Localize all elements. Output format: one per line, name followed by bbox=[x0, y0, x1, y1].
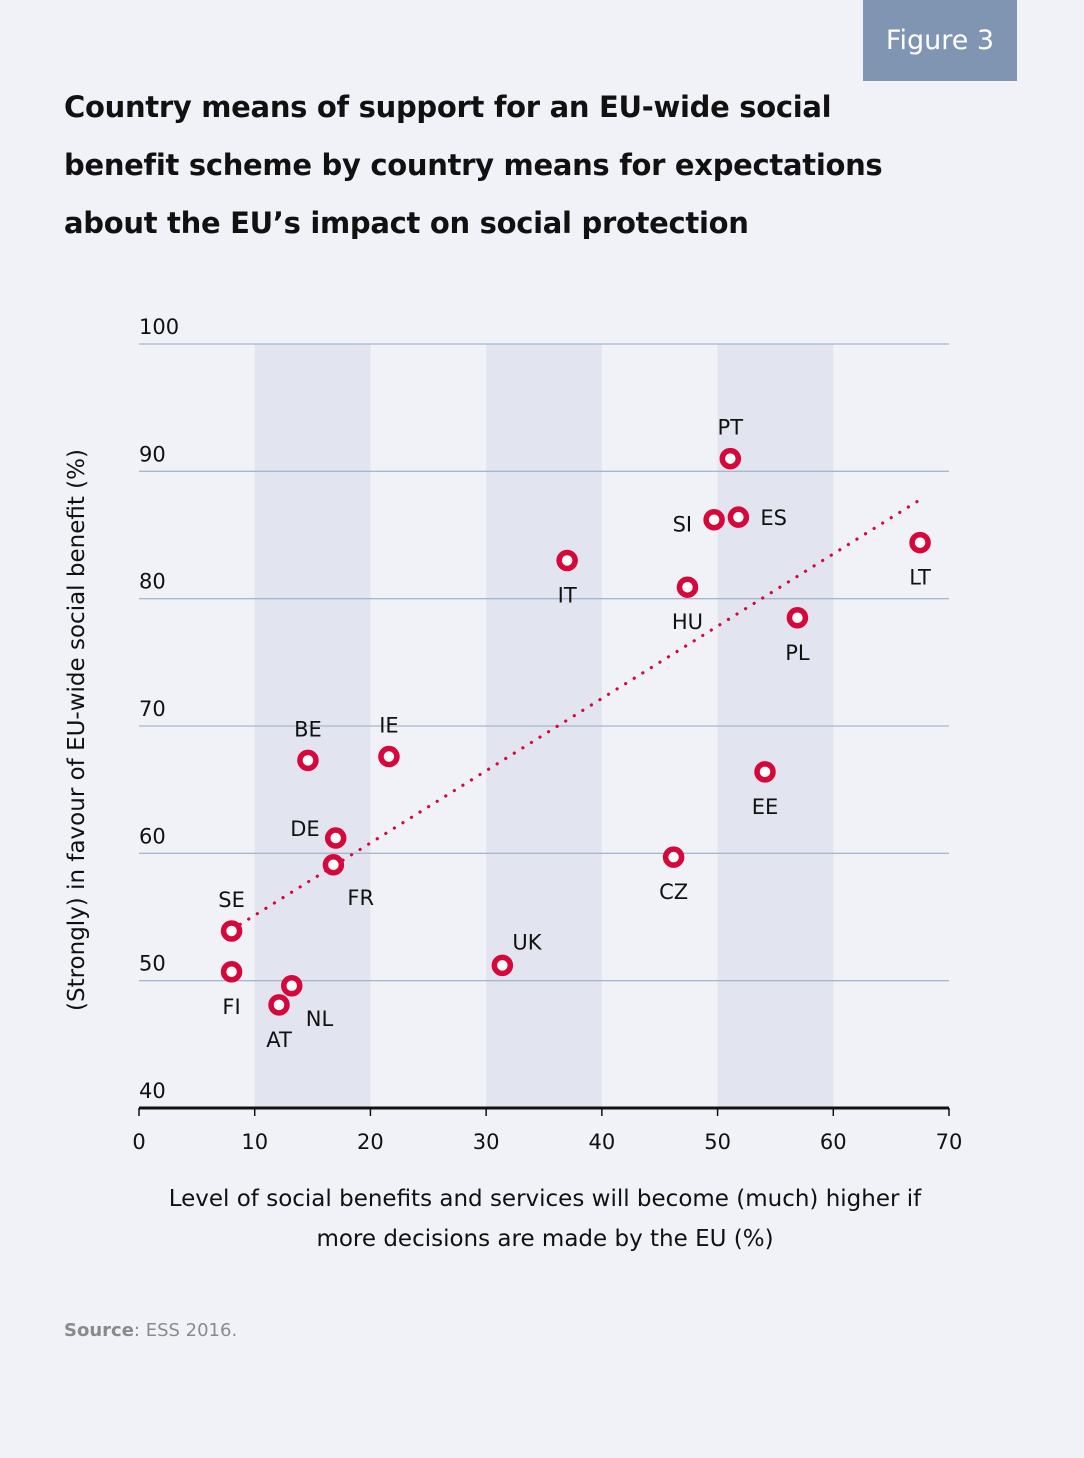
data-point-se bbox=[220, 920, 243, 942]
y-tick-label: 70 bbox=[139, 697, 166, 721]
data-point-fi bbox=[220, 961, 243, 983]
point-label-nl: NL bbox=[306, 1007, 334, 1031]
data-point-de bbox=[324, 827, 347, 849]
point-label-it: IT bbox=[558, 583, 577, 607]
data-point-ee bbox=[754, 761, 776, 783]
chart-title-line: benefit scheme by country means for expe… bbox=[64, 148, 883, 182]
y-tick-label: 100 bbox=[139, 315, 179, 339]
point-labels: PT SI ES LT IT HU PL IE BE EE DE FR CZ SE FI UK NL AT bbox=[218, 416, 931, 1052]
data-point-lt bbox=[909, 531, 931, 554]
chart-title: Country means of support for an EU-wide … bbox=[64, 78, 884, 252]
y-tick-label: 80 bbox=[139, 570, 166, 594]
source-label: Source bbox=[64, 1320, 134, 1341]
x-axis-label-line: Level of social benefits and services wi… bbox=[169, 1186, 922, 1212]
y-axis-label: (Strongly) in favour of EU-wide social b… bbox=[64, 449, 90, 1011]
data-point-es bbox=[727, 506, 750, 528]
x-tick-label: 20 bbox=[357, 1130, 384, 1154]
y-tick-label: 90 bbox=[139, 442, 166, 466]
source-text: : ESS 2016. bbox=[133, 1320, 238, 1341]
point-label-es: ES bbox=[760, 506, 787, 530]
point-label-se: SE bbox=[218, 888, 245, 912]
data-point-cz bbox=[662, 846, 685, 868]
figure-badge: Figure 3 bbox=[863, 0, 1017, 81]
figure-badge-label: Figure 3 bbox=[885, 25, 995, 56]
x-tick-label: 10 bbox=[241, 1130, 268, 1154]
point-label-at: AT bbox=[266, 1028, 292, 1052]
data-point-hu bbox=[676, 576, 699, 598]
point-label-be: BE bbox=[294, 717, 322, 741]
point-label-si: SI bbox=[673, 513, 693, 537]
y-tick-label: 50 bbox=[139, 952, 166, 976]
point-label-ie: IE bbox=[379, 714, 398, 738]
x-tick-label: 60 bbox=[820, 1130, 847, 1154]
point-label-de: DE bbox=[290, 817, 319, 841]
point-label-hu: HU bbox=[672, 610, 703, 634]
data-point-nl bbox=[280, 975, 303, 997]
x-tick-label: 0 bbox=[132, 1130, 145, 1154]
y-tick-label: 40 bbox=[139, 1079, 166, 1103]
gridlines bbox=[139, 343, 949, 982]
data-points bbox=[220, 447, 931, 1016]
point-label-uk: UK bbox=[512, 930, 542, 954]
y-tick-labels: 40 50 60 70 80 90 100 bbox=[139, 315, 179, 1103]
chart-title-line: Country means of support for an EU-wide … bbox=[64, 90, 832, 124]
point-label-pl: PL bbox=[785, 641, 810, 665]
point-label-fr: FR bbox=[347, 886, 374, 910]
data-point-ie bbox=[378, 745, 400, 768]
data-point-pt bbox=[719, 447, 742, 470]
x-tick-label: 50 bbox=[704, 1130, 731, 1154]
data-point-be bbox=[297, 749, 319, 772]
x-axis-label-line: more decisions are made by the EU (%) bbox=[316, 1226, 773, 1252]
y-tick-label: 60 bbox=[139, 824, 166, 848]
x-axis: 0 10 20 30 40 50 60 70 bbox=[132, 1106, 963, 1154]
point-label-pt: PT bbox=[718, 416, 744, 440]
point-label-ee: EE bbox=[752, 795, 779, 819]
data-point-fr bbox=[322, 854, 345, 876]
data-point-pl bbox=[786, 607, 809, 629]
data-point-si bbox=[703, 508, 725, 531]
point-label-fi: FI bbox=[222, 995, 240, 1019]
point-label-cz: CZ bbox=[659, 880, 688, 904]
data-point-at bbox=[268, 994, 290, 1016]
chart-title-line: about the EU’s impact on social protecti… bbox=[64, 206, 749, 240]
data-point-it bbox=[556, 549, 578, 572]
source-note: Source: ESS 2016. bbox=[64, 1320, 237, 1341]
x-tick-label: 30 bbox=[473, 1130, 500, 1154]
x-tick-label: 40 bbox=[588, 1130, 615, 1154]
data-point-uk bbox=[491, 954, 514, 977]
x-tick-label: 70 bbox=[936, 1130, 963, 1154]
point-label-lt: LT bbox=[909, 566, 931, 590]
